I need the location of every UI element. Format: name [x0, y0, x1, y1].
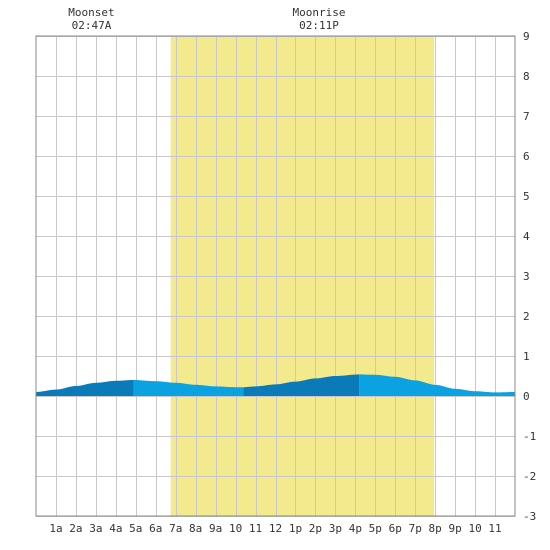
x-tick-label: 6p — [389, 522, 402, 535]
x-tick-label: 8p — [429, 522, 442, 535]
plot-frame — [35, 35, 516, 517]
x-tick-label: 6a — [149, 522, 162, 535]
x-tick-label: 2p — [309, 522, 322, 535]
x-tick-label: 10 — [229, 522, 242, 535]
x-tick-label: 8a — [189, 522, 202, 535]
y-tick-labels: 9 8 7 6 5 4 3 2 1 0 -1 -2 -3 — [523, 30, 536, 523]
x-tick-label: 5p — [369, 522, 382, 535]
x-tick-labels: 1a 2a 3a 4a 5a 6a 7a 8a 9a 10 11 12 1p 2p 3p 4p 5p 6p 7p 8p… — [49, 522, 501, 535]
y-tick-label: 4 — [523, 230, 530, 243]
x-tick-label: 1a — [49, 522, 62, 535]
x-tick-label: 9p — [449, 522, 462, 535]
x-tick-label: 4a — [109, 522, 122, 535]
tide-area-band — [243, 374, 360, 396]
moon-event-name: Moonset — [68, 6, 114, 19]
x-tick-label: 3p — [329, 522, 342, 535]
grid-layer — [36, 36, 515, 517]
x-tick-label: 9a — [209, 522, 222, 535]
x-tick-label: 5a — [129, 522, 142, 535]
tide-layer — [36, 374, 515, 396]
x-tick-label: 11 — [249, 522, 262, 535]
y-tick-label: 3 — [523, 270, 530, 283]
y-tick-label: 1 — [523, 350, 530, 363]
x-tick-label: 3a — [89, 522, 102, 535]
y-tick-label: 0 — [523, 390, 530, 403]
y-tick-label: 7 — [523, 110, 530, 123]
moon-event-name: Moonrise — [293, 6, 346, 19]
tide-area-band — [36, 380, 134, 396]
x-tick-label: 11 — [488, 522, 501, 535]
tide-area-band — [133, 380, 244, 396]
x-tick-label: 7p — [409, 522, 422, 535]
y-tick-label: -3 — [523, 510, 536, 523]
x-tick-label: 4p — [349, 522, 362, 535]
x-tick-label: 2a — [69, 522, 82, 535]
y-tick-label: 6 — [523, 150, 530, 163]
x-tick-label: 1p — [289, 522, 302, 535]
x-tick-label: 10 — [468, 522, 481, 535]
x-tick-label: 7a — [169, 522, 182, 535]
y-tick-label: 8 — [523, 70, 530, 83]
y-tick-label: -2 — [523, 470, 536, 483]
y-tick-label: -1 — [523, 430, 536, 443]
moon-event-time: 02:47A — [72, 19, 112, 32]
y-tick-label: 5 — [523, 190, 530, 203]
tide-area-band — [359, 374, 515, 396]
x-tick-label: 12 — [269, 522, 282, 535]
y-tick-label: 2 — [523, 310, 530, 323]
y-tick-label: 9 — [523, 30, 530, 43]
moon-event-time: 02:11P — [299, 19, 339, 32]
